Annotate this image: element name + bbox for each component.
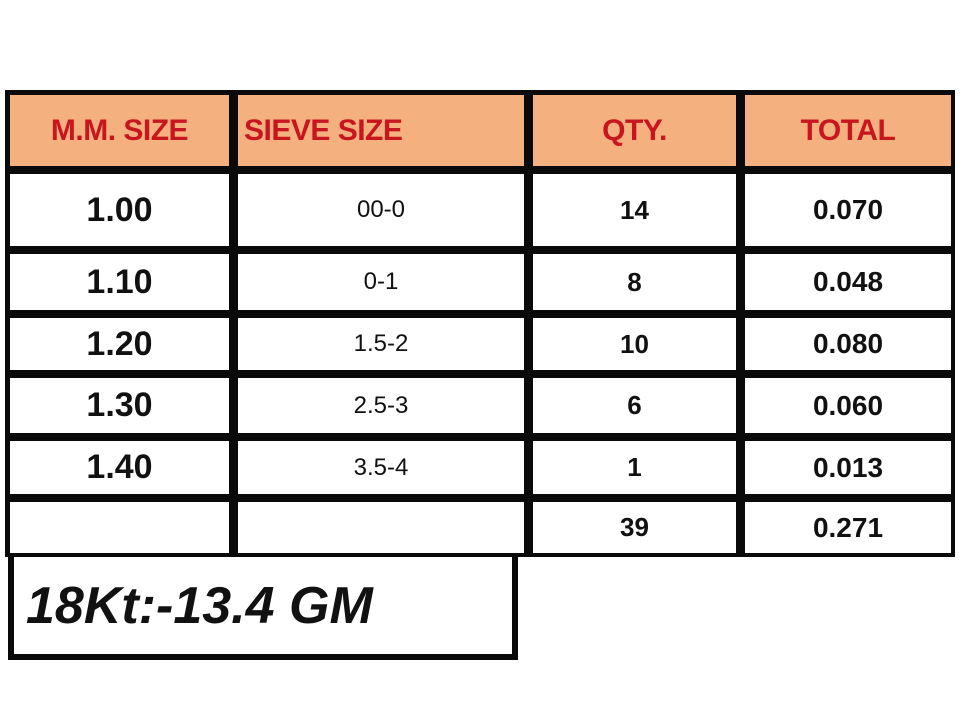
cell-sieve-size: 00-0 xyxy=(238,174,524,246)
cell-qty: 14 xyxy=(533,174,736,246)
cell-qty: 10 xyxy=(533,318,736,370)
cell-sieve-size: 3.5-4 xyxy=(238,441,524,494)
cell-total: 0.048 xyxy=(745,254,951,310)
gold-weight-text: 18Kt:-13.4 GM xyxy=(26,576,373,635)
header-sieve-size: SIEVE SIZE xyxy=(238,95,524,166)
header-total: TOTAL xyxy=(745,95,951,166)
cell-qty: 39 xyxy=(533,502,736,553)
header-qty: QTY. xyxy=(533,95,736,166)
cell-qty: 1 xyxy=(533,441,736,494)
cell-total: 0.080 xyxy=(745,318,951,370)
cell-sieve-size xyxy=(238,502,524,553)
sieve-size-table: M.M. SIZE SIEVE SIZE QTY. TOTAL 1.00 00-0 14 0.… xyxy=(5,90,955,557)
cell-mm-size: 1.30 xyxy=(10,378,229,433)
cell-qty: 8 xyxy=(533,254,736,310)
cell-mm-size: 1.00 xyxy=(10,174,229,246)
cell-mm-size: 1.40 xyxy=(10,441,229,494)
gold-weight-note: 18Kt:-13.4 GM xyxy=(8,557,518,660)
cell-total: 0.271 xyxy=(745,502,951,553)
header-mm-size: M.M. SIZE xyxy=(10,95,229,166)
cell-mm-size: 1.10 xyxy=(10,254,229,310)
cell-total: 0.013 xyxy=(745,441,951,494)
cell-sieve-size: 1.5-2 xyxy=(238,318,524,370)
cell-sieve-size: 2.5-3 xyxy=(238,378,524,433)
cell-qty: 6 xyxy=(533,378,736,433)
cell-mm-size: 1.20 xyxy=(10,318,229,370)
cell-total: 0.060 xyxy=(745,378,951,433)
cell-mm-size xyxy=(10,502,229,553)
cell-total: 0.070 xyxy=(745,174,951,246)
cell-sieve-size: 0-1 xyxy=(238,254,524,310)
